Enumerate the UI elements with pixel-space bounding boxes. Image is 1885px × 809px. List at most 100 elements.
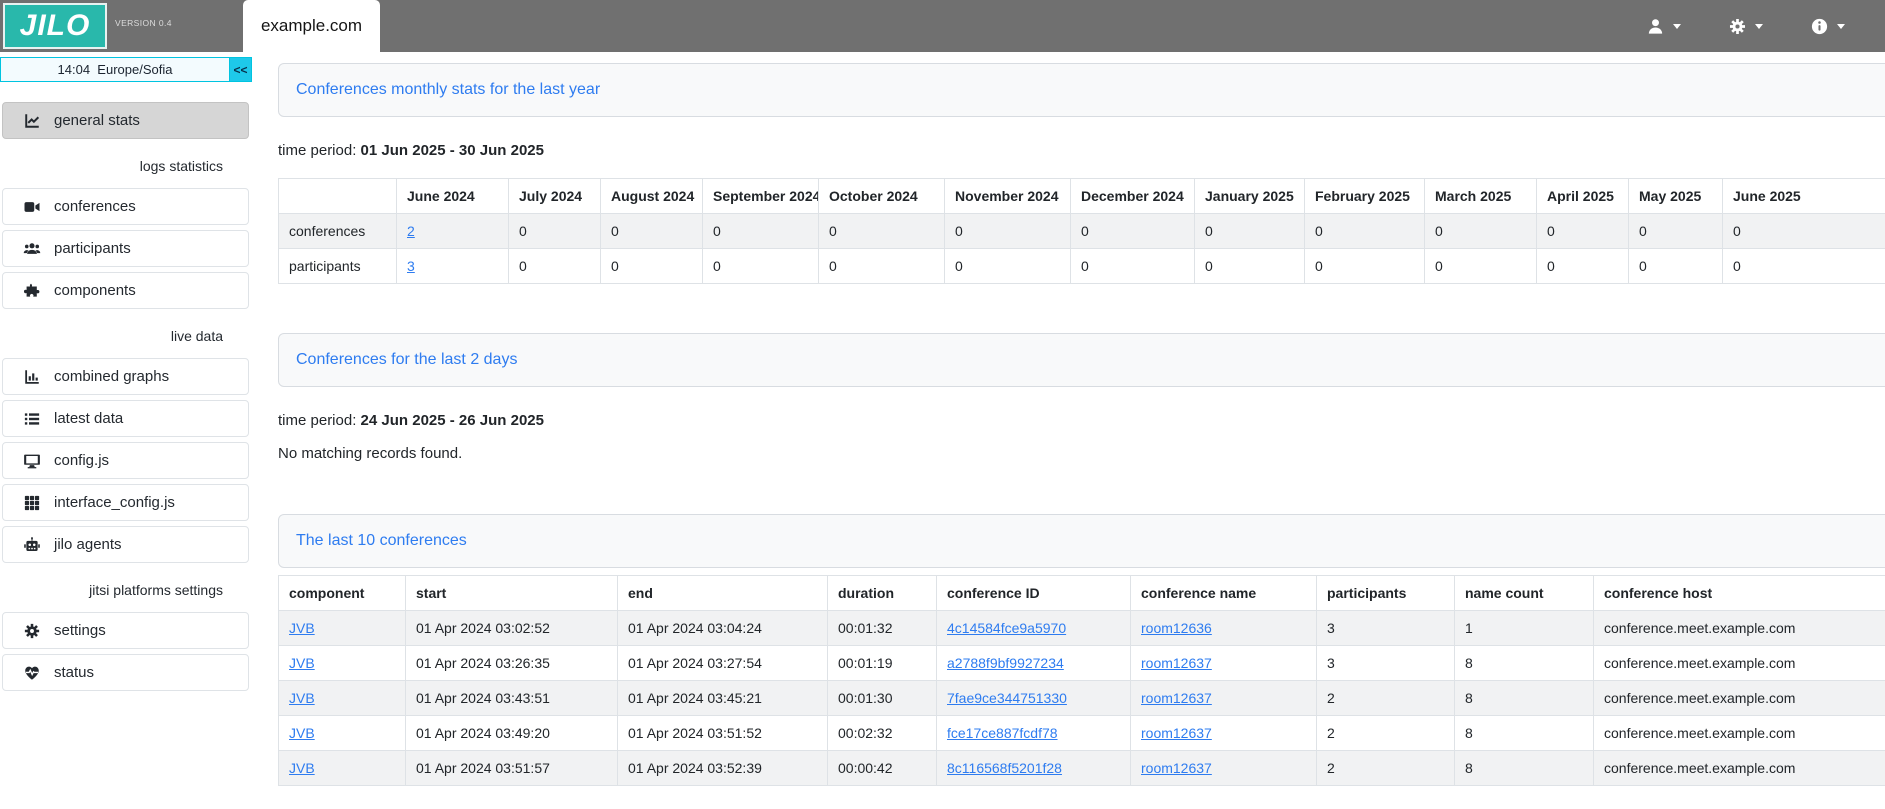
topbar: JILO VERSION 0.4 example.com bbox=[0, 0, 1885, 52]
sidebar-item-interface-config-js[interactable]: interface_config.js bbox=[2, 484, 249, 521]
table-header-row: June 2024 July 2024 August 2024 September 2… bbox=[278, 178, 1885, 214]
stat-cell: 0 bbox=[1628, 248, 1723, 284]
table-header-row: component start end duration conference ID co… bbox=[278, 575, 1885, 611]
conference-name-link[interactable]: room12636 bbox=[1141, 620, 1212, 636]
table-row: participants 3 0 0 0 0 0 0 0 0 0 0 0 0 bbox=[278, 248, 1885, 284]
sidebar-item-label: config.js bbox=[54, 452, 110, 469]
sidebar-item-config-js[interactable]: config.js bbox=[2, 442, 249, 479]
sidebar-item-label: participants bbox=[54, 240, 131, 257]
column-header: June 2024 bbox=[396, 178, 509, 214]
user-menu-button[interactable] bbox=[1646, 17, 1681, 36]
cell-conference-name: room12637 bbox=[1130, 715, 1317, 751]
cell-component: JVB bbox=[278, 680, 406, 716]
gear-icon bbox=[1728, 17, 1747, 36]
sidebar-item-participants[interactable]: participants bbox=[2, 230, 249, 267]
sidebar-item-components[interactable]: components bbox=[2, 272, 249, 309]
conference-name-link[interactable]: room12637 bbox=[1141, 725, 1212, 741]
component-link[interactable]: JVB bbox=[289, 655, 315, 671]
conference-id-link[interactable]: a2788f9bf9927234 bbox=[947, 655, 1064, 671]
last-2-days-time-period: time period: 24 Jun 2025 - 26 Jun 2025 bbox=[278, 412, 1885, 429]
puzzle-piece-icon bbox=[23, 282, 41, 300]
stat-cell: 0 bbox=[818, 213, 945, 249]
cell-name-count: 8 bbox=[1454, 680, 1594, 716]
cell-participants: 3 bbox=[1316, 645, 1455, 681]
settings-menu-button[interactable] bbox=[1728, 17, 1763, 36]
sidebar-item-general-stats[interactable]: general stats bbox=[2, 102, 249, 139]
cell-end: 01 Apr 2024 03:04:24 bbox=[617, 610, 828, 646]
component-link[interactable]: JVB bbox=[289, 725, 315, 741]
cell-start: 01 Apr 2024 03:49:20 bbox=[405, 715, 618, 751]
cell-component: JVB bbox=[278, 750, 406, 786]
column-header: January 2025 bbox=[1194, 178, 1305, 214]
platform-tab[interactable]: example.com bbox=[243, 0, 380, 52]
stat-cell: 0 bbox=[1070, 248, 1195, 284]
cell-conference-id: a2788f9bf9927234 bbox=[936, 645, 1131, 681]
conference-name-link[interactable]: room12637 bbox=[1141, 690, 1212, 706]
video-camera-icon bbox=[23, 198, 41, 216]
chevron-down-icon bbox=[1673, 23, 1681, 29]
column-header: component bbox=[278, 575, 406, 611]
conference-id-link[interactable]: 7fae9ce344751330 bbox=[947, 690, 1067, 706]
desktop-icon bbox=[23, 452, 41, 470]
sidebar-item-latest-data[interactable]: latest data bbox=[2, 400, 249, 437]
sidebar-item-combined-graphs[interactable]: combined graphs bbox=[2, 358, 249, 395]
sidebar-item-status[interactable]: status bbox=[2, 654, 249, 691]
monthly-stats-card-header: Conferences monthly stats for the last y… bbox=[278, 63, 1885, 117]
conference-row: JVB 01 Apr 2024 03:43:51 01 Apr 2024 03:45… bbox=[278, 680, 1885, 716]
sidebar-item-label: combined graphs bbox=[54, 368, 170, 385]
app-logo: JILO bbox=[3, 3, 107, 49]
conference-id-link[interactable]: fce17ce887fcdf78 bbox=[947, 725, 1058, 741]
column-header: June 2025 bbox=[1722, 178, 1885, 214]
timezone-clock: 14:04 Europe/Sofia << bbox=[0, 57, 252, 82]
component-link[interactable]: JVB bbox=[289, 760, 315, 776]
cell-conference-host: conference.meet.example.com bbox=[1593, 645, 1885, 681]
column-header: conference name bbox=[1130, 575, 1317, 611]
chart-line-icon bbox=[23, 112, 41, 130]
cell-end: 01 Apr 2024 03:51:52 bbox=[617, 715, 828, 751]
stat-cell: 0 bbox=[702, 248, 819, 284]
main-content: Conferences monthly stats for the last y… bbox=[252, 52, 1885, 786]
sidebar-item-label: conferences bbox=[54, 198, 136, 215]
column-header: end bbox=[617, 575, 828, 611]
cell-start: 01 Apr 2024 03:26:35 bbox=[405, 645, 618, 681]
cell-duration: 00:02:32 bbox=[827, 715, 937, 751]
column-header: March 2025 bbox=[1424, 178, 1537, 214]
cell-duration: 00:00:42 bbox=[827, 750, 937, 786]
stat-cell: 0 bbox=[702, 213, 819, 249]
conferences-count-link[interactable]: 2 bbox=[407, 223, 415, 239]
cell-duration: 00:01:19 bbox=[827, 645, 937, 681]
cell-conference-name: room12637 bbox=[1130, 645, 1317, 681]
sidebar-item-settings[interactable]: settings bbox=[2, 612, 249, 649]
app-logo-text: JILO bbox=[19, 9, 91, 42]
conference-id-link[interactable]: 4c14584fce9a5970 bbox=[947, 620, 1067, 636]
cell-conference-name: room12637 bbox=[1130, 680, 1317, 716]
cell-end: 01 Apr 2024 03:52:39 bbox=[617, 750, 828, 786]
stat-cell: 0 bbox=[600, 248, 703, 284]
column-header: February 2025 bbox=[1304, 178, 1425, 214]
last-10-conferences-card-header: The last 10 conferences bbox=[278, 514, 1885, 568]
conference-name-link[interactable]: room12637 bbox=[1141, 760, 1212, 776]
stat-cell: 0 bbox=[600, 213, 703, 249]
conference-id-link[interactable]: 8c116568f5201f28 bbox=[947, 760, 1062, 776]
cell-end: 01 Apr 2024 03:27:54 bbox=[617, 645, 828, 681]
participants-count-link[interactable]: 3 bbox=[407, 258, 415, 274]
info-icon bbox=[1810, 17, 1829, 36]
sidebar-section-logs-statistics: logs statistics bbox=[139, 158, 223, 174]
stat-cell: 0 bbox=[1304, 248, 1425, 284]
info-menu-button[interactable] bbox=[1810, 17, 1845, 36]
conference-row: JVB 01 Apr 2024 03:26:35 01 Apr 2024 03:27… bbox=[278, 645, 1885, 681]
stat-cell: 0 bbox=[1424, 248, 1537, 284]
column-header: duration bbox=[827, 575, 937, 611]
conference-name-link[interactable]: room12637 bbox=[1141, 655, 1212, 671]
sidebar-item-jilo-agents[interactable]: jilo agents bbox=[2, 526, 249, 563]
topbar-right-menu bbox=[1646, 0, 1885, 52]
sidebar-item-conferences[interactable]: conferences bbox=[2, 188, 249, 225]
component-link[interactable]: JVB bbox=[289, 690, 315, 706]
stat-cell: 0 bbox=[1536, 248, 1629, 284]
row-label: conferences bbox=[278, 213, 397, 249]
time-period-value: 01 Jun 2025 - 30 Jun 2025 bbox=[360, 142, 544, 159]
component-link[interactable]: JVB bbox=[289, 620, 315, 636]
sidebar-collapse-button[interactable]: << bbox=[229, 57, 252, 82]
column-header: conference host bbox=[1593, 575, 1885, 611]
cell-duration: 00:01:30 bbox=[827, 680, 937, 716]
